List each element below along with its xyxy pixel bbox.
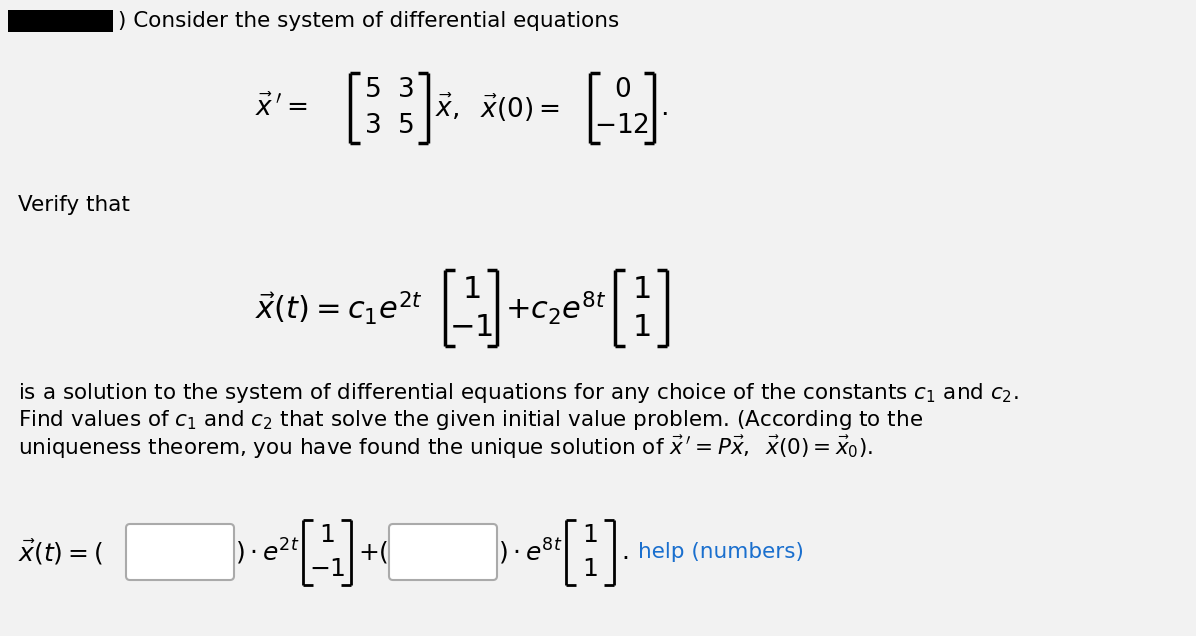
Text: $-12$: $-12$ bbox=[594, 113, 649, 139]
Text: $+ c_2 e^{8t}$: $+ c_2 e^{8t}$ bbox=[505, 289, 606, 327]
Text: $1$: $1$ bbox=[462, 275, 481, 303]
Text: $\vec{x}\,{'} =$: $\vec{x}\,{'} =$ bbox=[255, 94, 309, 121]
Text: $1$: $1$ bbox=[631, 275, 651, 303]
FancyBboxPatch shape bbox=[8, 10, 112, 32]
Text: $3$: $3$ bbox=[397, 77, 414, 103]
Text: $3$: $3$ bbox=[364, 113, 380, 139]
Text: uniqueness theorem, you have found the unique solution of $\vec{x}\,' = P\vec{x}: uniqueness theorem, you have found the u… bbox=[18, 434, 873, 460]
Text: $5$: $5$ bbox=[364, 77, 380, 103]
Text: $0$: $0$ bbox=[614, 77, 630, 103]
Text: $1$: $1$ bbox=[582, 557, 598, 581]
FancyBboxPatch shape bbox=[389, 524, 498, 580]
Text: $.$: $.$ bbox=[660, 95, 667, 121]
Text: is a solution to the system of differential equations for any choice of the cons: is a solution to the system of different… bbox=[18, 381, 1019, 405]
Text: $\vec{x}(t) = c_1 e^{2t}$: $\vec{x}(t) = c_1 e^{2t}$ bbox=[255, 289, 423, 327]
Text: help (numbers): help (numbers) bbox=[637, 542, 804, 562]
Text: $) \cdot e^{2t}$: $) \cdot e^{2t}$ bbox=[234, 537, 299, 567]
Text: $+($: $+($ bbox=[358, 539, 389, 565]
Text: $1$: $1$ bbox=[631, 312, 651, 342]
Text: Find values of $c_1$ and $c_2$ that solve the given initial value problem. (Acco: Find values of $c_1$ and $c_2$ that solv… bbox=[18, 408, 923, 432]
Text: $-1$: $-1$ bbox=[448, 312, 493, 342]
FancyBboxPatch shape bbox=[126, 524, 234, 580]
Text: Verify that: Verify that bbox=[18, 195, 130, 215]
Text: $\vec{x}(0) =$: $\vec{x}(0) =$ bbox=[480, 92, 560, 123]
Text: $1$: $1$ bbox=[319, 523, 335, 547]
Text: $-1$: $-1$ bbox=[309, 557, 346, 581]
Text: $\vec{x},$: $\vec{x},$ bbox=[435, 93, 459, 123]
Text: $5$: $5$ bbox=[397, 113, 414, 139]
Text: ) Consider the system of differential equations: ) Consider the system of differential eq… bbox=[118, 11, 620, 31]
Text: $.$: $.$ bbox=[621, 540, 628, 564]
Text: $\vec{x}(t) = ($: $\vec{x}(t) = ($ bbox=[18, 537, 103, 567]
Text: $) \cdot e^{8t}$: $) \cdot e^{8t}$ bbox=[498, 537, 562, 567]
Text: $1$: $1$ bbox=[582, 523, 598, 547]
